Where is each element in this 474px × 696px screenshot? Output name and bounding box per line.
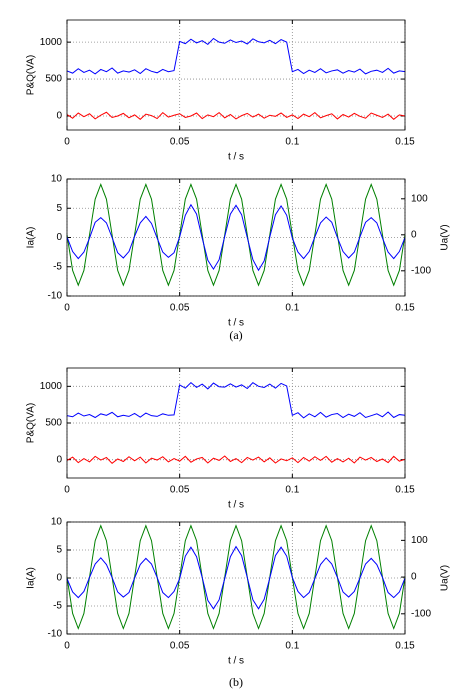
x-tick-label: 0.15 — [395, 137, 415, 148]
series-line — [66, 111, 406, 120]
y-tick-label: -5 — [53, 601, 62, 612]
y-axis-label: Ia(A) — [26, 227, 37, 249]
y-tick-label: 0 — [56, 111, 62, 122]
y-tick-label: 500 — [45, 74, 62, 85]
x-tick-label: 0.1 — [285, 303, 299, 314]
x-axis-label: t / s — [228, 152, 244, 163]
y-axis-label: P&Q(VA) — [26, 403, 37, 443]
plot-frame — [66, 521, 406, 635]
plot-frame — [66, 178, 406, 297]
plot-frame — [66, 19, 406, 131]
x-tick-label: 0.1 — [285, 641, 299, 652]
x-tick-label: 0.15 — [395, 303, 415, 314]
series-line — [66, 381, 406, 419]
y-tick-label: -10 — [48, 629, 63, 640]
caption: (b) — [229, 675, 243, 689]
y-tick-label: 0 — [56, 232, 62, 243]
y-tick-label: -10 — [48, 291, 63, 302]
y-tick-label: 500 — [45, 418, 62, 429]
x-tick-label: 0.1 — [285, 137, 299, 148]
y-tick-label: -5 — [53, 261, 62, 272]
y-tick-label: 10 — [51, 517, 63, 528]
y2-tick-label: 100 — [411, 535, 428, 546]
x-tick-label: 0.05 — [170, 641, 190, 652]
y2-tick-label: -100 — [411, 265, 431, 276]
x-tick-label: 0.15 — [395, 641, 415, 652]
series-line — [66, 37, 406, 75]
x-axis-label: t / s — [228, 500, 244, 511]
y-axis-label: Ia(A) — [26, 567, 37, 589]
x-tick-label: 0.1 — [285, 485, 299, 496]
plot-frame — [66, 367, 406, 479]
y-tick-label: 5 — [56, 545, 62, 556]
series-line — [66, 455, 406, 465]
x-tick-label: 0.15 — [395, 485, 415, 496]
series-line — [66, 545, 406, 610]
x-tick-label: 0 — [64, 485, 70, 496]
x-axis-label: t / s — [228, 318, 244, 329]
series-line — [66, 203, 406, 272]
x-tick-label: 0.05 — [170, 137, 190, 148]
y2-tick-label: 100 — [411, 193, 428, 204]
x-tick-label: 0.05 — [170, 303, 190, 314]
y2-tick-label: 0 — [411, 572, 417, 583]
y2-axis-label: Ua(V) — [440, 565, 451, 591]
y-tick-label: 5 — [56, 203, 62, 214]
series-line — [66, 524, 406, 630]
y-tick-label: 1000 — [40, 381, 63, 392]
x-tick-label: 0.05 — [170, 485, 190, 496]
x-tick-label: 0 — [64, 641, 70, 652]
y-tick-label: 0 — [56, 454, 62, 465]
series-line — [66, 182, 406, 287]
x-tick-label: 0 — [64, 303, 70, 314]
y-tick-label: 0 — [56, 573, 62, 584]
y2-tick-label: -100 — [411, 608, 431, 619]
y-tick-label: 10 — [51, 174, 63, 185]
x-tick-label: 0 — [64, 137, 70, 148]
y-axis-label: P&Q(VA) — [26, 55, 37, 95]
x-axis-label: t / s — [228, 656, 244, 667]
y2-axis-label: Ua(V) — [440, 224, 451, 250]
y2-tick-label: 0 — [411, 229, 417, 240]
y-tick-label: 1000 — [40, 37, 63, 48]
caption: (a) — [229, 328, 242, 342]
